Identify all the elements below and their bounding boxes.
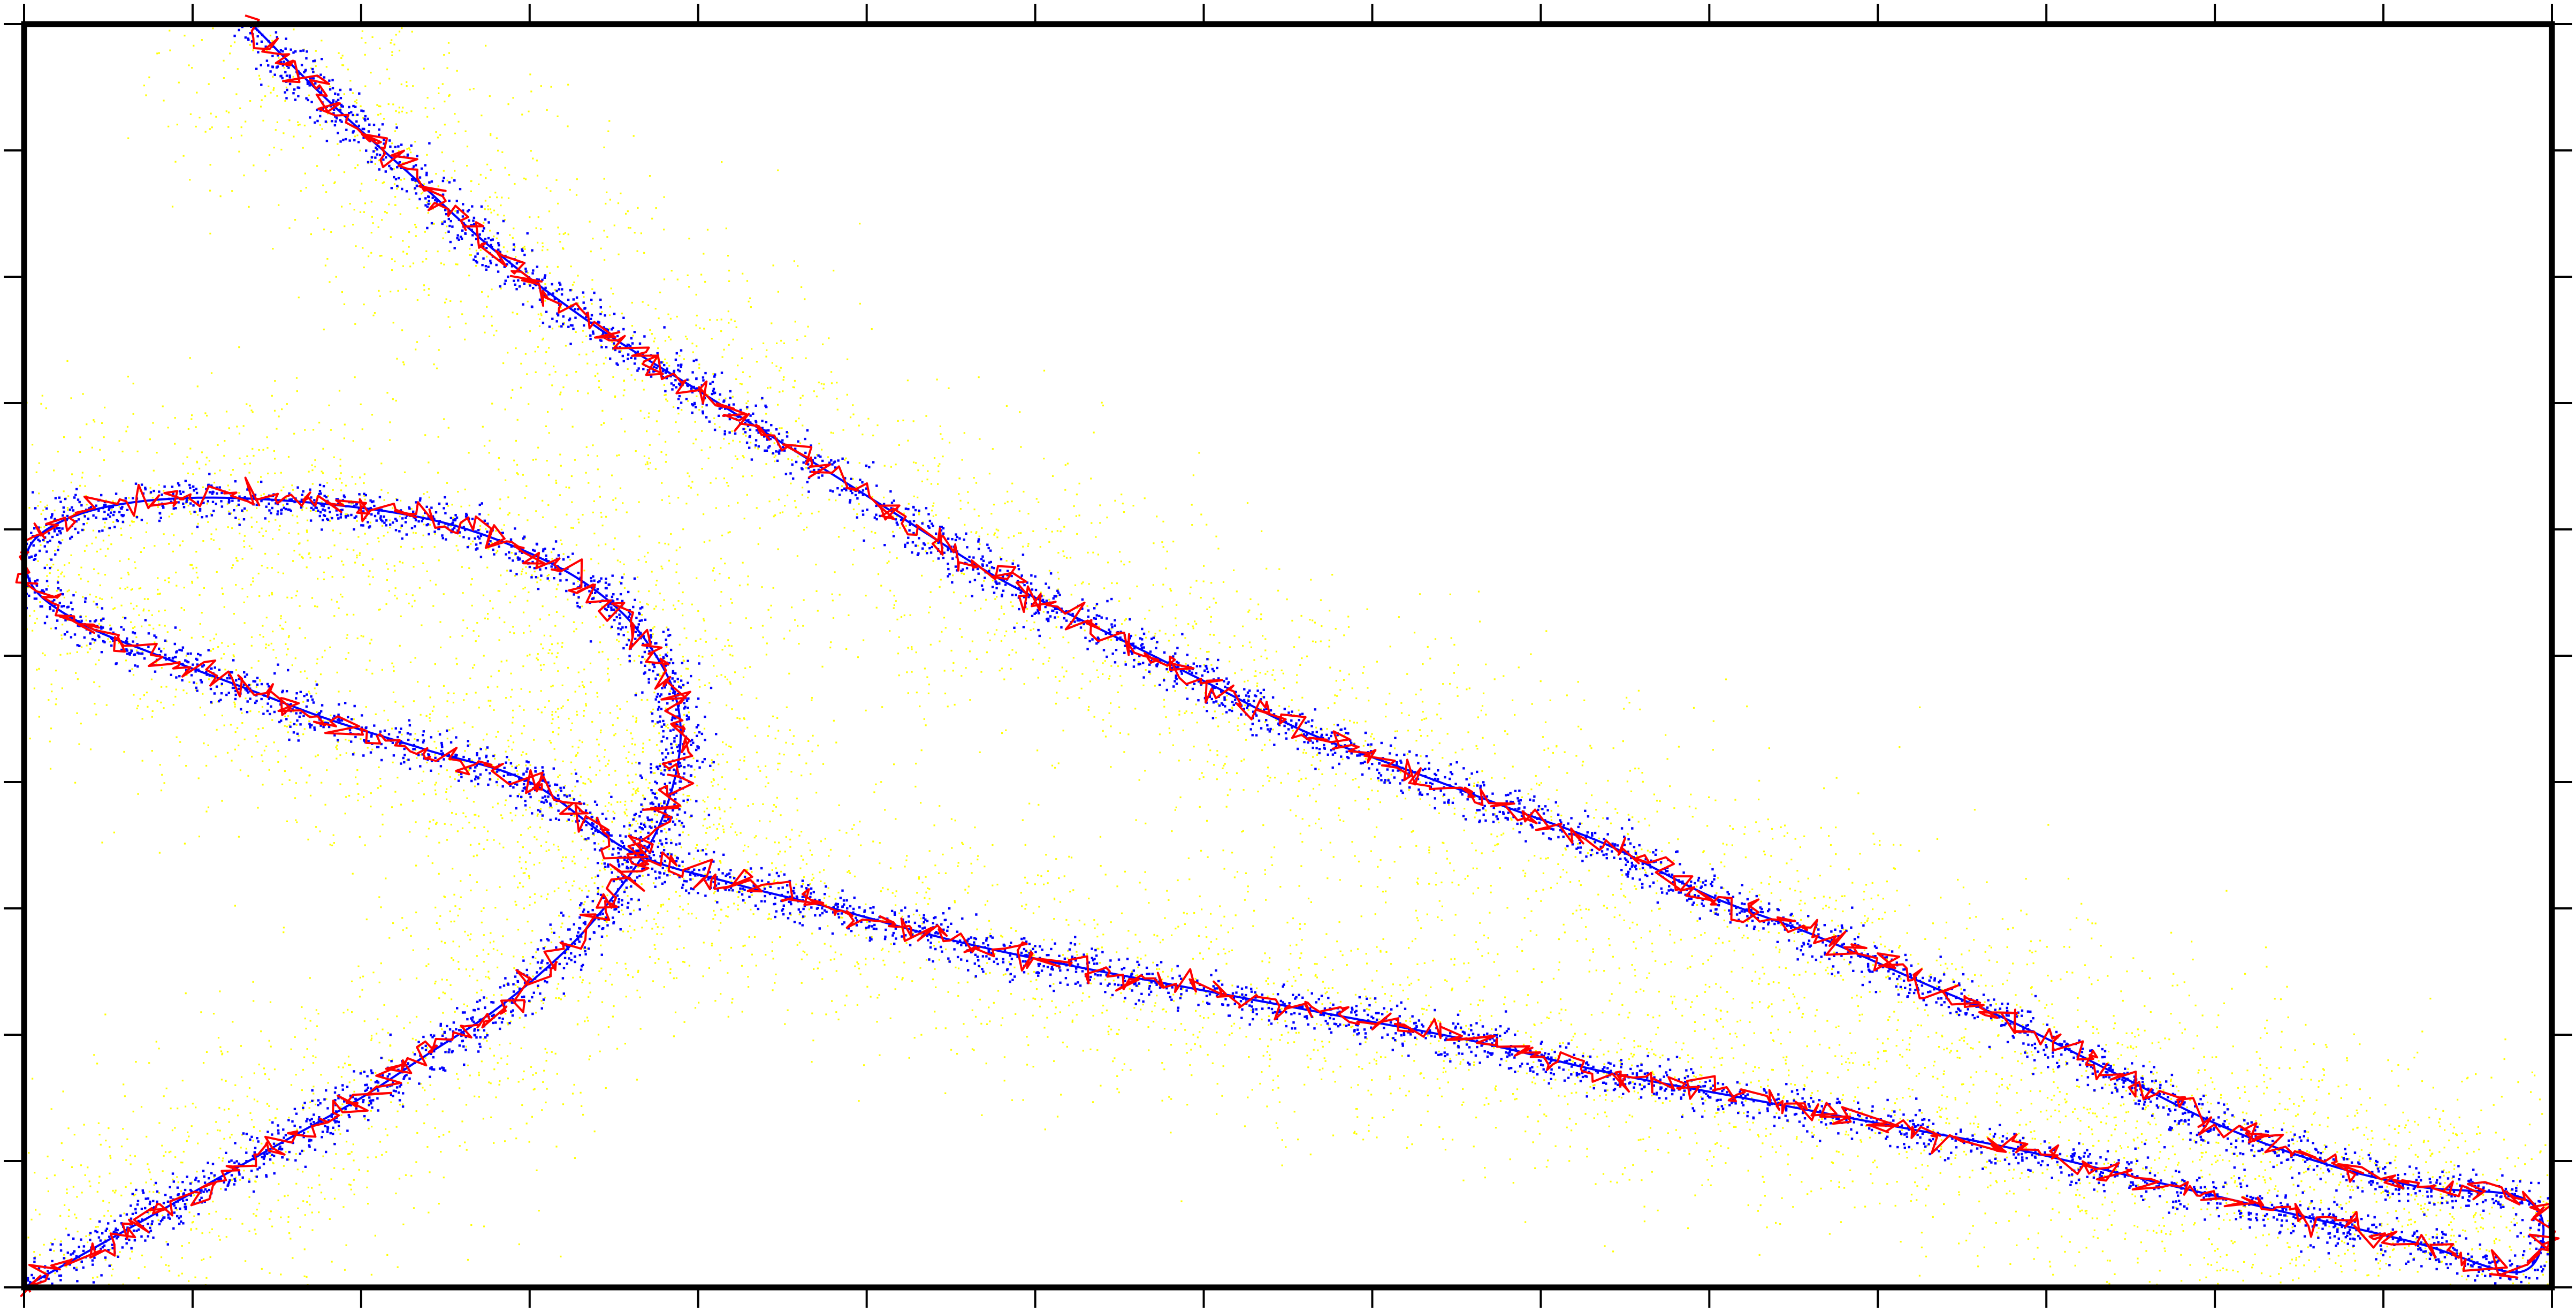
true-trajectory-line xyxy=(24,23,2545,1288)
observed-points xyxy=(22,25,2553,1290)
plot-frame xyxy=(21,21,2555,1291)
filtered-estimate-line xyxy=(15,14,2560,1297)
observed-points-layer xyxy=(22,25,2553,1290)
path-lines-layer xyxy=(15,14,2560,1297)
noise-points xyxy=(24,25,2552,1290)
axes-layer xyxy=(4,4,2572,1308)
noise-points-layer xyxy=(24,25,2552,1290)
